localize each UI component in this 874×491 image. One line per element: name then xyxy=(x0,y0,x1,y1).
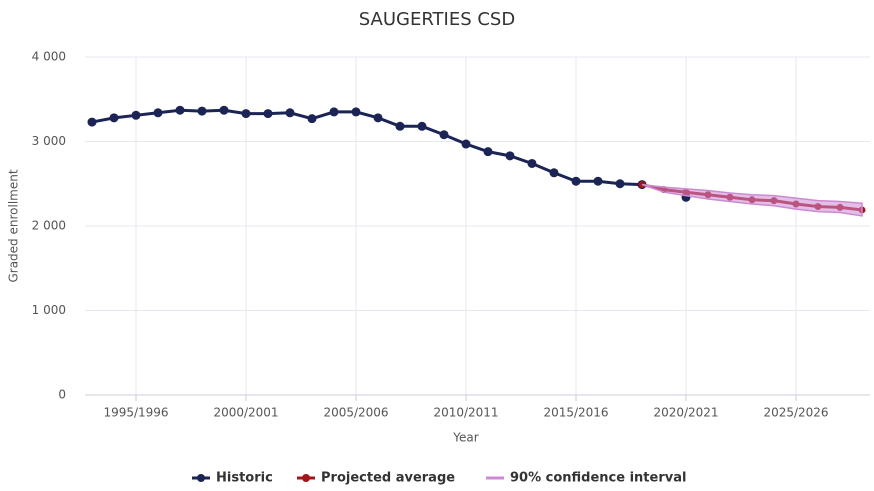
point xyxy=(593,176,603,186)
x-tick-label: 1995/1996 xyxy=(103,406,168,420)
point xyxy=(417,121,427,131)
x-tick-label: 2000/2001 xyxy=(213,406,278,420)
point xyxy=(329,107,339,117)
x-tick-label: 2015/2016 xyxy=(543,406,608,420)
legend-marker xyxy=(197,474,205,482)
point xyxy=(307,114,317,124)
point xyxy=(175,105,185,115)
point xyxy=(461,139,471,149)
point xyxy=(439,130,449,140)
point xyxy=(549,168,559,178)
point xyxy=(109,113,119,123)
point xyxy=(351,107,361,117)
point xyxy=(153,108,163,118)
point xyxy=(505,151,515,161)
point xyxy=(241,109,251,119)
confidence-band xyxy=(641,183,863,217)
x-tick-label: 2010/2011 xyxy=(433,406,498,420)
point xyxy=(263,109,273,119)
y-tick-label: 0 xyxy=(58,388,66,402)
point xyxy=(527,158,537,168)
point xyxy=(197,106,207,116)
chart-title: SAUGERTIES CSD xyxy=(359,9,515,30)
x-tick-label: 2005/2006 xyxy=(323,406,388,420)
y-tick-label: 4 000 xyxy=(32,50,66,64)
legend-label: 90% confidence interval xyxy=(510,471,686,486)
point xyxy=(571,176,581,186)
y-axis-title: Graded enrollment xyxy=(7,169,21,282)
legend-marker xyxy=(302,474,310,482)
y-tick-label: 3 000 xyxy=(32,134,66,148)
point xyxy=(131,110,141,120)
point xyxy=(395,121,405,131)
point xyxy=(219,105,229,115)
point xyxy=(483,147,493,157)
point xyxy=(87,117,97,127)
point xyxy=(285,108,295,118)
y-tick-label: 1 000 xyxy=(32,303,66,317)
x-axis-title: Year xyxy=(452,431,478,445)
x-tick-label: 2025/2026 xyxy=(763,406,828,420)
legend-label: Projected average xyxy=(321,471,455,486)
y-tick-label: 2 000 xyxy=(32,219,66,233)
point xyxy=(373,113,383,123)
legend-label: Historic xyxy=(216,471,273,486)
point xyxy=(615,179,625,189)
x-tick-label: 2020/2021 xyxy=(653,406,718,420)
